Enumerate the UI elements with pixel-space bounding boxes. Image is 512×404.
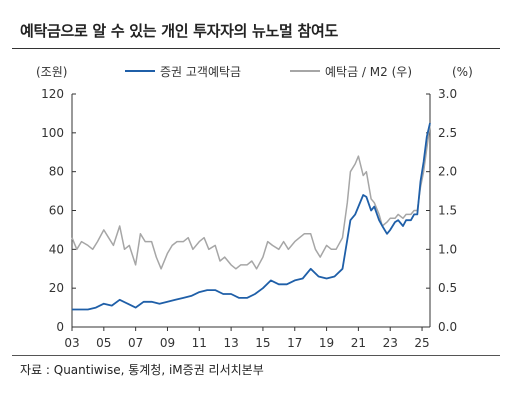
source-rule (12, 355, 500, 356)
right-tick-label: 1.0 (438, 242, 457, 256)
left-tick-label: 40 (49, 242, 64, 256)
left-tick-label: 0 (56, 320, 64, 334)
left-tick-label: 80 (49, 165, 64, 179)
chart-title: 예탁금으로 알 수 있는 개인 투자자의 뉴노멀 참여도 (20, 22, 338, 40)
right-tick-label: 0.0 (438, 320, 457, 334)
right-tick-label: 2.5 (438, 126, 457, 140)
right-tick-label: 1.5 (438, 204, 457, 218)
x-tick-label: 11 (192, 336, 207, 350)
series-layer (71, 122, 431, 311)
x-tick-label: 25 (414, 336, 429, 350)
x-tick-label: 09 (160, 336, 175, 350)
right-tick-label: 3.0 (438, 87, 457, 101)
x-tick-label: 05 (96, 336, 111, 350)
title-rule (12, 48, 500, 49)
legend-label-deposits: 증권 고객예탁금 (160, 65, 241, 79)
left-tick-label: 60 (49, 204, 64, 218)
left-tick-label: 20 (49, 281, 64, 295)
x-tick-label: 13 (223, 336, 238, 350)
right-tick-label: 2.0 (438, 165, 457, 179)
left-tick-label: 100 (41, 126, 64, 140)
x-tick-label: 21 (351, 336, 366, 350)
series-line-ratio (71, 124, 431, 270)
x-tick-label: 03 (64, 336, 79, 350)
series-line-deposits (72, 122, 431, 311)
x-tick-label: 07 (128, 336, 143, 350)
legend-label-ratio: 예탁금 / M2 (우) (325, 65, 412, 79)
left-axis-unit: (조원) (36, 65, 67, 79)
x-tick-label: 23 (383, 336, 398, 350)
x-tick-label: 17 (287, 336, 302, 350)
left-tick-label: 120 (41, 87, 64, 101)
axes: 0 20 40 60 80 100 120 0.0 0.5 1.0 1.5 2.0 2.5 3.0 03 05… (41, 87, 457, 350)
x-tick-label: 15 (255, 336, 270, 350)
right-axis-unit: (%) (452, 65, 473, 79)
right-tick-label: 0.5 (438, 281, 457, 295)
x-tick-label: 19 (319, 336, 334, 350)
source-note: 자료 : Quantiwise, 통계청, iM증권 리서치본부 (20, 363, 264, 377)
